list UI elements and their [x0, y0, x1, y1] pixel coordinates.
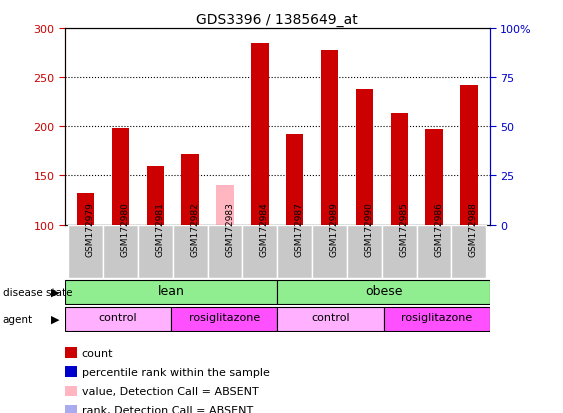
Text: GSM172979: GSM172979 — [86, 202, 95, 257]
Bar — [426, 130, 443, 225]
Text: control: control — [311, 313, 350, 323]
Bar — [251, 44, 269, 225]
Bar — [171, 307, 278, 331]
Text: rank, Detection Call = ABSENT: rank, Detection Call = ABSENT — [82, 405, 253, 413]
Text: rosiglitazone: rosiglitazone — [189, 313, 260, 323]
Bar — [278, 307, 383, 331]
Text: ▶: ▶ — [51, 287, 59, 297]
Bar — [452, 225, 486, 279]
Text: value, Detection Call = ABSENT: value, Detection Call = ABSENT — [82, 386, 258, 396]
Bar — [417, 225, 452, 279]
Bar — [208, 225, 243, 279]
Text: GSM172986: GSM172986 — [434, 202, 443, 257]
Text: lean: lean — [158, 285, 185, 297]
Text: GSM172989: GSM172989 — [329, 202, 338, 257]
Bar — [77, 194, 95, 225]
Bar — [181, 154, 199, 225]
Bar — [391, 113, 408, 225]
Bar — [146, 166, 164, 225]
Text: GSM172987: GSM172987 — [294, 202, 303, 257]
Text: GSM172980: GSM172980 — [120, 202, 129, 257]
Text: count: count — [82, 348, 113, 358]
Text: percentile rank within the sample: percentile rank within the sample — [82, 367, 270, 377]
Text: obese: obese — [365, 285, 403, 297]
Bar — [65, 280, 278, 304]
Bar — [112, 129, 129, 225]
Bar — [286, 135, 303, 225]
Bar — [173, 225, 208, 279]
Bar — [278, 280, 490, 304]
Text: rosiglitazone: rosiglitazone — [401, 313, 472, 323]
Bar — [138, 225, 173, 279]
Bar — [312, 225, 347, 279]
Bar — [460, 86, 477, 225]
Bar — [321, 50, 338, 225]
Bar — [103, 225, 138, 279]
Text: GSM172981: GSM172981 — [155, 202, 164, 257]
Bar — [356, 90, 373, 225]
Text: GSM172983: GSM172983 — [225, 202, 234, 257]
Text: GSM172988: GSM172988 — [469, 202, 478, 257]
Bar — [383, 307, 490, 331]
Text: GSM172985: GSM172985 — [399, 202, 408, 257]
Text: disease state: disease state — [3, 287, 72, 297]
Bar — [347, 225, 382, 279]
Bar — [68, 225, 103, 279]
Bar — [65, 307, 171, 331]
Text: agent: agent — [3, 314, 33, 324]
Text: GSM172982: GSM172982 — [190, 202, 199, 257]
Text: ▶: ▶ — [51, 314, 59, 324]
Title: GDS3396 / 1385649_at: GDS3396 / 1385649_at — [196, 12, 358, 26]
Bar — [243, 225, 278, 279]
Bar — [382, 225, 417, 279]
Text: GSM172990: GSM172990 — [364, 202, 373, 257]
Bar — [278, 225, 312, 279]
Text: GSM172984: GSM172984 — [260, 202, 269, 257]
Text: control: control — [99, 313, 137, 323]
Bar — [216, 186, 234, 225]
